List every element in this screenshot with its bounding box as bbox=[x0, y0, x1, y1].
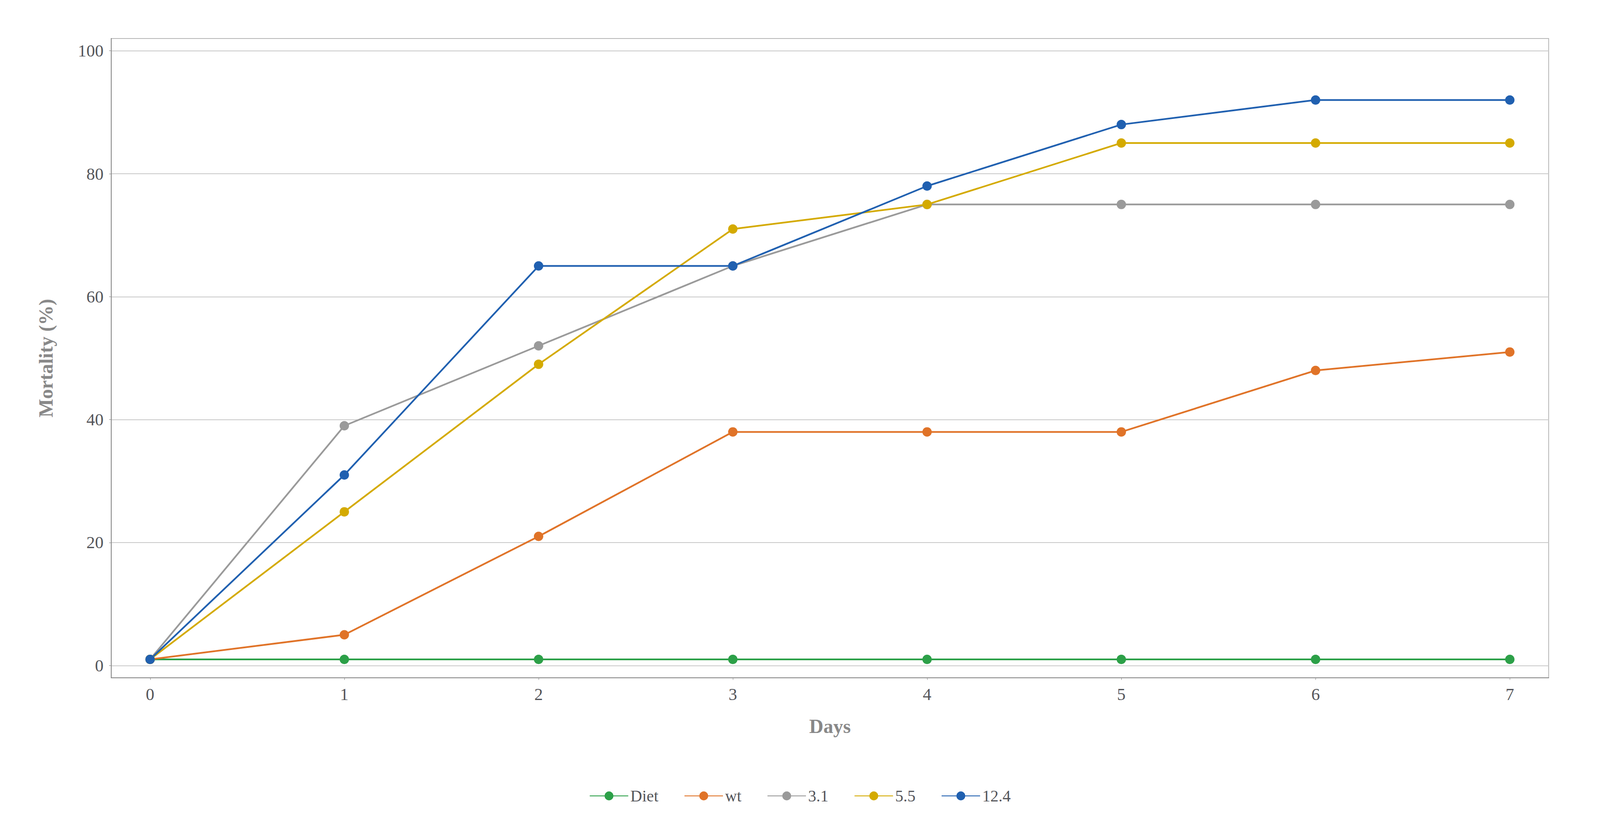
svg-text:5: 5 bbox=[1117, 684, 1126, 704]
svg-text:20: 20 bbox=[86, 532, 104, 552]
svg-text:Days: Days bbox=[808, 715, 851, 738]
svg-text:Diet: Diet bbox=[630, 786, 659, 805]
svg-text:40: 40 bbox=[86, 409, 104, 430]
svg-text:1: 1 bbox=[340, 684, 349, 704]
svg-text:5.5: 5.5 bbox=[894, 786, 916, 805]
svg-text:100: 100 bbox=[77, 41, 104, 61]
svg-text:80: 80 bbox=[86, 164, 104, 184]
svg-text:4: 4 bbox=[922, 684, 932, 704]
svg-text:7: 7 bbox=[1505, 684, 1515, 704]
svg-text:60: 60 bbox=[86, 287, 104, 307]
svg-text:12.4: 12.4 bbox=[982, 786, 1011, 805]
svg-text:wt: wt bbox=[725, 786, 742, 805]
svg-text:6: 6 bbox=[1311, 684, 1320, 704]
svg-text:2: 2 bbox=[534, 684, 543, 704]
svg-text:3.1: 3.1 bbox=[808, 786, 829, 805]
svg-text:0: 0 bbox=[145, 684, 155, 704]
svg-text:Mortality (%): Mortality (%) bbox=[35, 298, 57, 418]
svg-text:0: 0 bbox=[94, 655, 104, 676]
svg-text:3: 3 bbox=[728, 684, 738, 704]
